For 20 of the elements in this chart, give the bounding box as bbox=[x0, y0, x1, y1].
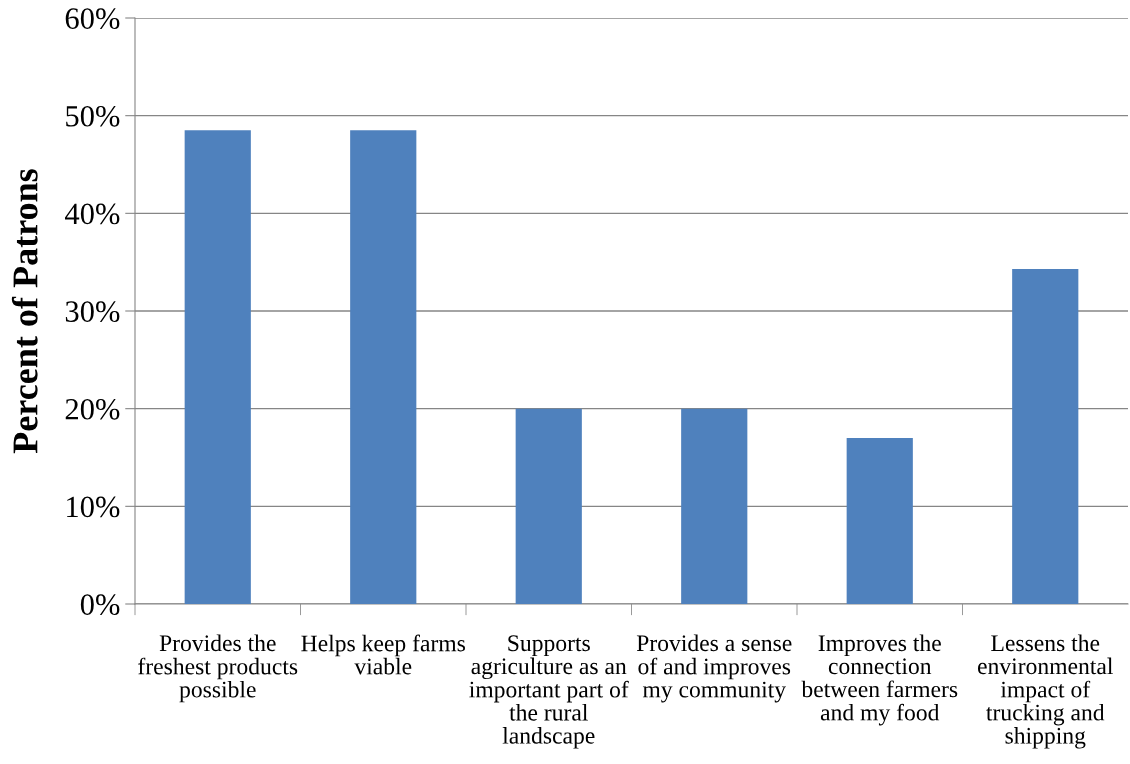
y-tick-label: 40% bbox=[65, 203, 120, 225]
y-tick-label: 10% bbox=[67, 496, 120, 518]
y-tick-label: 0% bbox=[80, 594, 120, 615]
bar bbox=[184, 130, 251, 604]
y-axis-title: Percent of Patrons bbox=[11, 169, 38, 454]
x-tick-label: Lessens the environmental impact of trucking and shipping bbox=[977, 634, 1113, 749]
y-tick-label: 50% bbox=[66, 105, 120, 127]
y-tick-label: 20% bbox=[65, 398, 120, 420]
bar bbox=[681, 408, 748, 604]
x-tick-label: Provides a sense of and improves my community bbox=[636, 634, 792, 703]
y-tick-label: 60% bbox=[65, 8, 120, 29]
bar bbox=[515, 408, 582, 604]
x-tick-label: Helps keep farms viable bbox=[301, 634, 465, 675]
bar bbox=[846, 437, 913, 604]
bar bbox=[350, 130, 417, 604]
x-tick-label: Supports agriculture as an important part of the rural landscape bbox=[469, 635, 629, 749]
bar bbox=[1012, 269, 1079, 604]
x-tick-label: Provides the freshest products possible bbox=[138, 634, 298, 703]
y-tick-label: 30% bbox=[65, 301, 120, 322]
x-tick-label: Improves the connection between farmers and my food bbox=[801, 634, 958, 726]
